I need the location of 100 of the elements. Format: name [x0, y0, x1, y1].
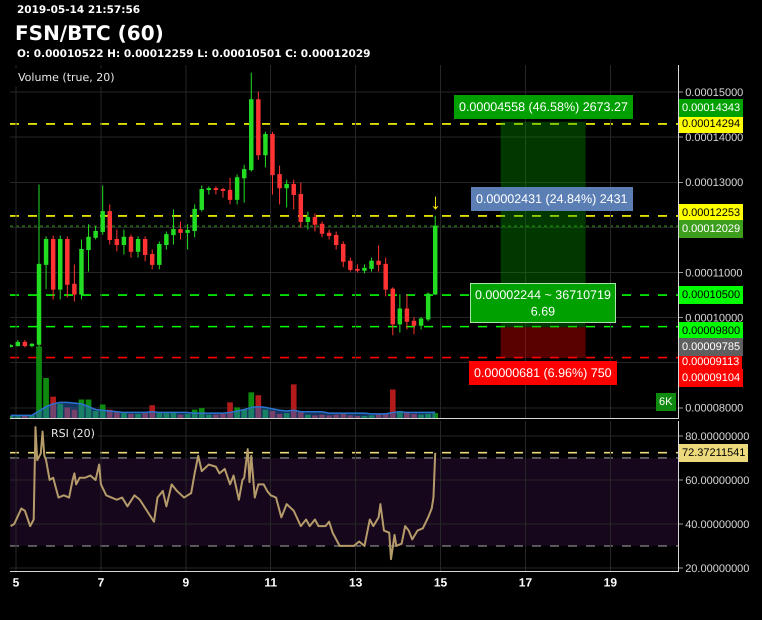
- y-tick-label: 60.00000000: [685, 474, 750, 487]
- candlestick: [16, 340, 20, 347]
- candlestick: [65, 236, 70, 298]
- candlestick: [93, 226, 98, 240]
- candlestick: [234, 174, 240, 205]
- candlestick: [58, 235, 62, 300]
- chart-title: Volume (true, 20): [18, 71, 115, 84]
- candlestick: [277, 165, 282, 205]
- candlestick: [220, 187, 226, 198]
- ref-line-label: 0.00012253: [682, 207, 740, 219]
- candlestick: [398, 294, 402, 333]
- ref-line-label: 0.00010500: [682, 289, 740, 301]
- bar: [256, 395, 262, 418]
- annotation: 6K: [659, 396, 674, 408]
- y-tick-label: 0.00008000: [685, 402, 744, 415]
- annotation: 0.00002244 ~ 36710719 6.69: [475, 288, 611, 318]
- candlestick: [22, 340, 28, 348]
- y-tick-label: 0.00015000: [685, 86, 744, 99]
- x-tick-label: 9: [182, 575, 190, 590]
- y-tick-label: 0.00010000: [685, 312, 744, 324]
- data-label: 0.00004558 (46.58%) 2673.27: [459, 100, 628, 114]
- chart-title: FSN/BTC (60): [15, 21, 164, 45]
- text: 0.00014343: [682, 102, 740, 114]
- candlestick: [178, 221, 183, 240]
- candlestick: [341, 240, 346, 268]
- x-tick-label: 17: [518, 575, 532, 590]
- candlestick: [157, 240, 162, 270]
- candlestick: [142, 236, 148, 262]
- candlestick: [150, 248, 154, 270]
- candlestick: [326, 229, 332, 240]
- y-tick-label: 0.00014000: [685, 132, 744, 144]
- candlestick: [214, 186, 218, 195]
- data-label: 0.00000681 (6.96%) 750: [474, 366, 612, 380]
- annotation: ↓: [430, 189, 441, 214]
- text: 0.00009104: [682, 372, 740, 384]
- y-tick-label: 40.00000000: [685, 518, 750, 531]
- bar: [284, 413, 290, 418]
- candlestick: [348, 257, 353, 272]
- candlestick: [306, 211, 310, 230]
- x-tick-label: 11: [264, 575, 278, 590]
- candlestick: [86, 224, 91, 272]
- candlestick: [136, 236, 140, 258]
- candlestick: [108, 204, 112, 246]
- chart-subtitle: O: 0.00010522 H: 0.00012259 L: 0.00010501 C: 0.00012029: [17, 48, 370, 60]
- candlestick: [263, 131, 268, 168]
- candlestick: [298, 182, 304, 228]
- candlestick: [320, 221, 324, 238]
- text: 0.00009785: [682, 341, 740, 353]
- y-tick-label: 20.00000000: [685, 562, 750, 575]
- candlestick: [355, 264, 360, 273]
- candlestick: [376, 244, 381, 272]
- candlestick: [383, 257, 388, 297]
- candlestick: [122, 229, 126, 255]
- candlestick: [200, 184, 204, 212]
- candlestick: [164, 230, 169, 250]
- candlestick: [192, 204, 197, 238]
- text: RSI (20): [51, 427, 95, 440]
- candlestick: [206, 186, 212, 195]
- candlestick: [369, 257, 374, 272]
- candlestick: [30, 342, 34, 348]
- x-tick-label: 15: [434, 575, 448, 590]
- candlestick: [284, 179, 289, 208]
- ref-line-label: 0.00012029: [682, 223, 740, 235]
- x-tick-label: 5: [12, 575, 20, 590]
- ref-line-label: 0.00009113: [682, 356, 740, 368]
- candlestick: [432, 215, 438, 296]
- candlestick: [312, 212, 318, 232]
- y-tick-label: 0.00011000: [685, 267, 743, 280]
- text: 2019-05-14 21:57:56: [17, 4, 140, 16]
- ref-line-label: 0.00014294: [682, 118, 740, 130]
- x-tick-label: 13: [348, 575, 363, 590]
- candlestick: [50, 235, 56, 300]
- candlestick: [404, 294, 410, 330]
- candlestick: [270, 131, 275, 195]
- candlestick: [426, 292, 430, 322]
- candlestick: [249, 72, 254, 172]
- candlestick: [185, 224, 190, 250]
- candlestick: [228, 177, 232, 205]
- candlestick: [128, 234, 134, 258]
- ref-line-label: 72.37211541: [682, 447, 746, 459]
- bar: [305, 414, 311, 418]
- candlestick: [390, 286, 396, 336]
- bar: [262, 410, 268, 418]
- candlestick: [114, 229, 120, 252]
- bar: [178, 414, 184, 418]
- candlestick: [418, 316, 424, 330]
- bar: [121, 413, 127, 418]
- y-tick-label: 80.00000000: [685, 430, 750, 443]
- bar: [50, 396, 56, 418]
- candlestick: [171, 208, 176, 246]
- x-tick-label: 7: [98, 575, 105, 590]
- bar: [57, 404, 64, 418]
- candlestick: [256, 91, 261, 160]
- candlestick: [362, 264, 367, 274]
- candlestick: [334, 230, 338, 250]
- candlestick: [412, 316, 416, 335]
- candlestick: [100, 184, 105, 236]
- y-tick-label: 0.00013000: [685, 177, 744, 190]
- bar: [128, 414, 134, 418]
- annotation: 0.00002431 (24.84%) 2431: [476, 192, 628, 206]
